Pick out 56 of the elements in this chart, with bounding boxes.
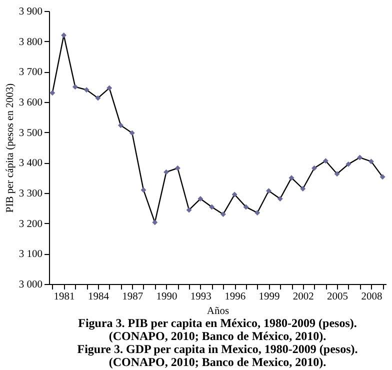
point [243, 204, 249, 210]
point [380, 174, 386, 180]
x-tick-label: 1987 [122, 292, 144, 302]
point [209, 204, 215, 210]
y-tick-label: 3 900 [18, 6, 42, 18]
point [50, 90, 56, 96]
point [220, 211, 226, 217]
text: (CONAPO, 2010; Banco de México, 2010). [108, 329, 326, 343]
x-tick-label: 2002 [292, 292, 314, 302]
point [357, 154, 363, 160]
point [129, 130, 135, 136]
point [334, 171, 340, 177]
point [95, 95, 101, 101]
point [164, 169, 170, 175]
point [106, 85, 112, 91]
point [346, 161, 352, 167]
point [368, 158, 374, 164]
text: Figura 3. PIB per capita en México, 1980-2009 (pesos). [78, 316, 357, 330]
caption: Figure 3. GDP per capita in Mexico, 1980-2009 (pesos). [77, 342, 358, 356]
point [61, 32, 67, 38]
y-tick-label: 3 600 [18, 98, 42, 108]
point [186, 207, 192, 213]
y-tick-label: 3 400 [18, 158, 42, 170]
point [198, 196, 204, 202]
y-tick-label: 3 800 [18, 36, 42, 48]
point [288, 175, 294, 181]
point [140, 187, 146, 193]
x-tick-label: 1990 [156, 292, 178, 302]
point [254, 210, 260, 216]
y-tick-label: 3 500 [18, 128, 42, 139]
y-tick-label: 3 200 [18, 218, 42, 230]
x-axis-title: Años [206, 306, 230, 317]
y-tick-label: 3 300 [18, 188, 42, 200]
x-tick-label: 1981 [54, 292, 75, 302]
point [174, 165, 180, 171]
x-tick-label: 1999 [258, 292, 280, 302]
point [152, 220, 158, 226]
x-tick-label: 2005 [327, 292, 348, 302]
point [300, 186, 306, 192]
x-tick-label: 1984 [88, 292, 110, 302]
x-tick-label: 2008 [361, 292, 382, 302]
point [277, 196, 283, 202]
x-tick-label: 1993 [190, 292, 212, 302]
text: (CONAPO, 2010; Banco de Mexico, 2010). [108, 355, 326, 369]
point [72, 84, 78, 90]
y-axis-title: PIB per cápita (pesos en 2003) [4, 82, 16, 213]
y-tick-label: 3 000 [18, 280, 42, 290]
y-tick-label: 3 100 [18, 249, 42, 260]
point [118, 122, 124, 128]
x-tick-label: 1996 [224, 292, 246, 302]
point [312, 165, 318, 171]
point [84, 87, 90, 93]
y-tick-label: 3 700 [18, 67, 42, 78]
point [266, 188, 272, 194]
point [232, 192, 238, 198]
point [322, 158, 328, 164]
